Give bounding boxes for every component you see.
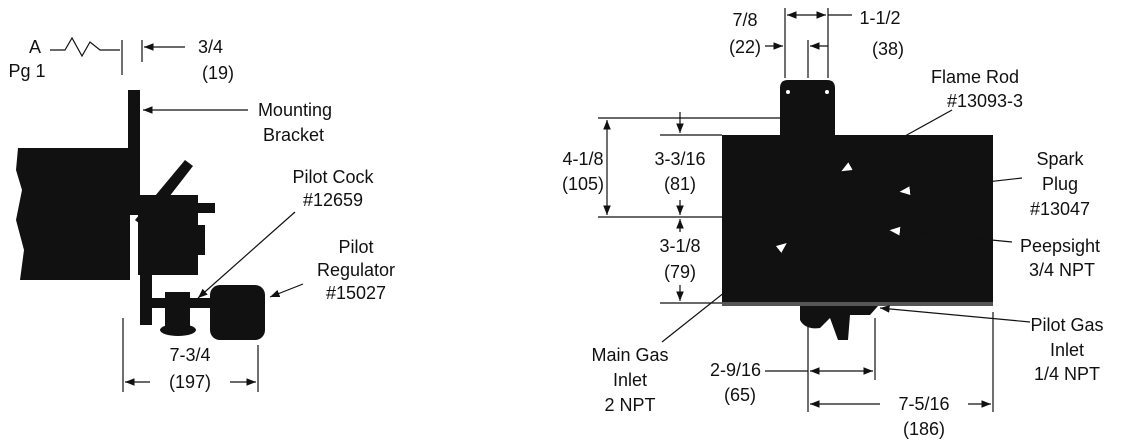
dim-inches: 1-1/2 bbox=[859, 8, 900, 28]
dim-inches: 7-5/16 bbox=[898, 394, 949, 414]
callout: Pilot Gas bbox=[1030, 315, 1103, 335]
leader bbox=[661, 242, 788, 343]
callout: Regulator bbox=[317, 260, 395, 280]
callout: #13093-3 bbox=[947, 91, 1023, 111]
dim-inches: 3-1/8 bbox=[659, 236, 700, 256]
dim-inches: 3-3/16 bbox=[654, 149, 705, 169]
cock-handle bbox=[160, 324, 196, 336]
dim-mm: (65) bbox=[724, 385, 756, 405]
callout: #13047 bbox=[1030, 199, 1090, 219]
callout: #15027 bbox=[326, 283, 386, 303]
callout: Mounting bbox=[258, 100, 332, 120]
pilot-assembly bbox=[800, 306, 878, 340]
callout: 2 NPT bbox=[604, 395, 655, 415]
burner-housing bbox=[722, 135, 993, 305]
regulator-shape bbox=[210, 285, 265, 340]
callout: Inlet bbox=[613, 370, 647, 390]
hole bbox=[825, 90, 829, 94]
pilot-cock-shape bbox=[165, 292, 190, 327]
callout: 3/4 NPT bbox=[1029, 260, 1095, 280]
callout: Peepsight bbox=[1020, 236, 1100, 256]
dim-inches: 7-3/4 bbox=[169, 345, 210, 365]
break-line bbox=[50, 36, 120, 58]
left-view: A Pg 1 3/4 (19) Mounting Bracket Pilot C… bbox=[8, 37, 395, 392]
callout: Pilot bbox=[338, 237, 373, 257]
leader bbox=[898, 177, 1023, 192]
dim-mm: (186) bbox=[903, 419, 945, 439]
flange bbox=[722, 302, 993, 306]
callout: #12659 bbox=[303, 190, 363, 210]
pipe bbox=[140, 275, 152, 325]
fitting bbox=[185, 225, 205, 255]
dim-mm: (22) bbox=[729, 37, 761, 57]
dim-mm: (105) bbox=[562, 174, 604, 194]
hole bbox=[786, 90, 790, 94]
leader bbox=[879, 305, 1031, 323]
dim-mm: (197) bbox=[169, 372, 211, 392]
dim-inches: 3/4 bbox=[198, 37, 223, 57]
callout: Plug bbox=[1042, 174, 1078, 194]
burner-body bbox=[16, 148, 130, 280]
fitting bbox=[175, 203, 215, 213]
dim-inches: 2-9/16 bbox=[710, 360, 761, 380]
callout: Flame Rod bbox=[931, 67, 1019, 87]
right-view: 7/8 (22) 1-1/2 (38) Flame Rod #13093-3 4… bbox=[562, 8, 1104, 439]
dim-mm: (19) bbox=[202, 63, 234, 83]
callout: Main Gas bbox=[591, 345, 668, 365]
dim-mm: (38) bbox=[872, 39, 904, 59]
mount-tab bbox=[780, 80, 835, 135]
callout: Spark bbox=[1036, 149, 1084, 169]
callout: Pilot Cock bbox=[292, 167, 374, 187]
leader bbox=[197, 211, 296, 299]
callout: Inlet bbox=[1050, 340, 1084, 360]
ref-page: Pg 1 bbox=[8, 61, 45, 81]
ref-letter: A bbox=[29, 37, 41, 57]
leader bbox=[840, 109, 953, 172]
dim-mm: (79) bbox=[664, 262, 696, 282]
dim-inches: 7/8 bbox=[732, 10, 757, 30]
callout: Bracket bbox=[263, 125, 324, 145]
callout: 1/4 NPT bbox=[1034, 364, 1100, 384]
dim-inches: 4-1/8 bbox=[562, 149, 603, 169]
mounting-bracket-shape bbox=[128, 90, 140, 215]
leader bbox=[269, 283, 304, 298]
leader bbox=[888, 230, 1013, 243]
dim-mm: (81) bbox=[664, 174, 696, 194]
